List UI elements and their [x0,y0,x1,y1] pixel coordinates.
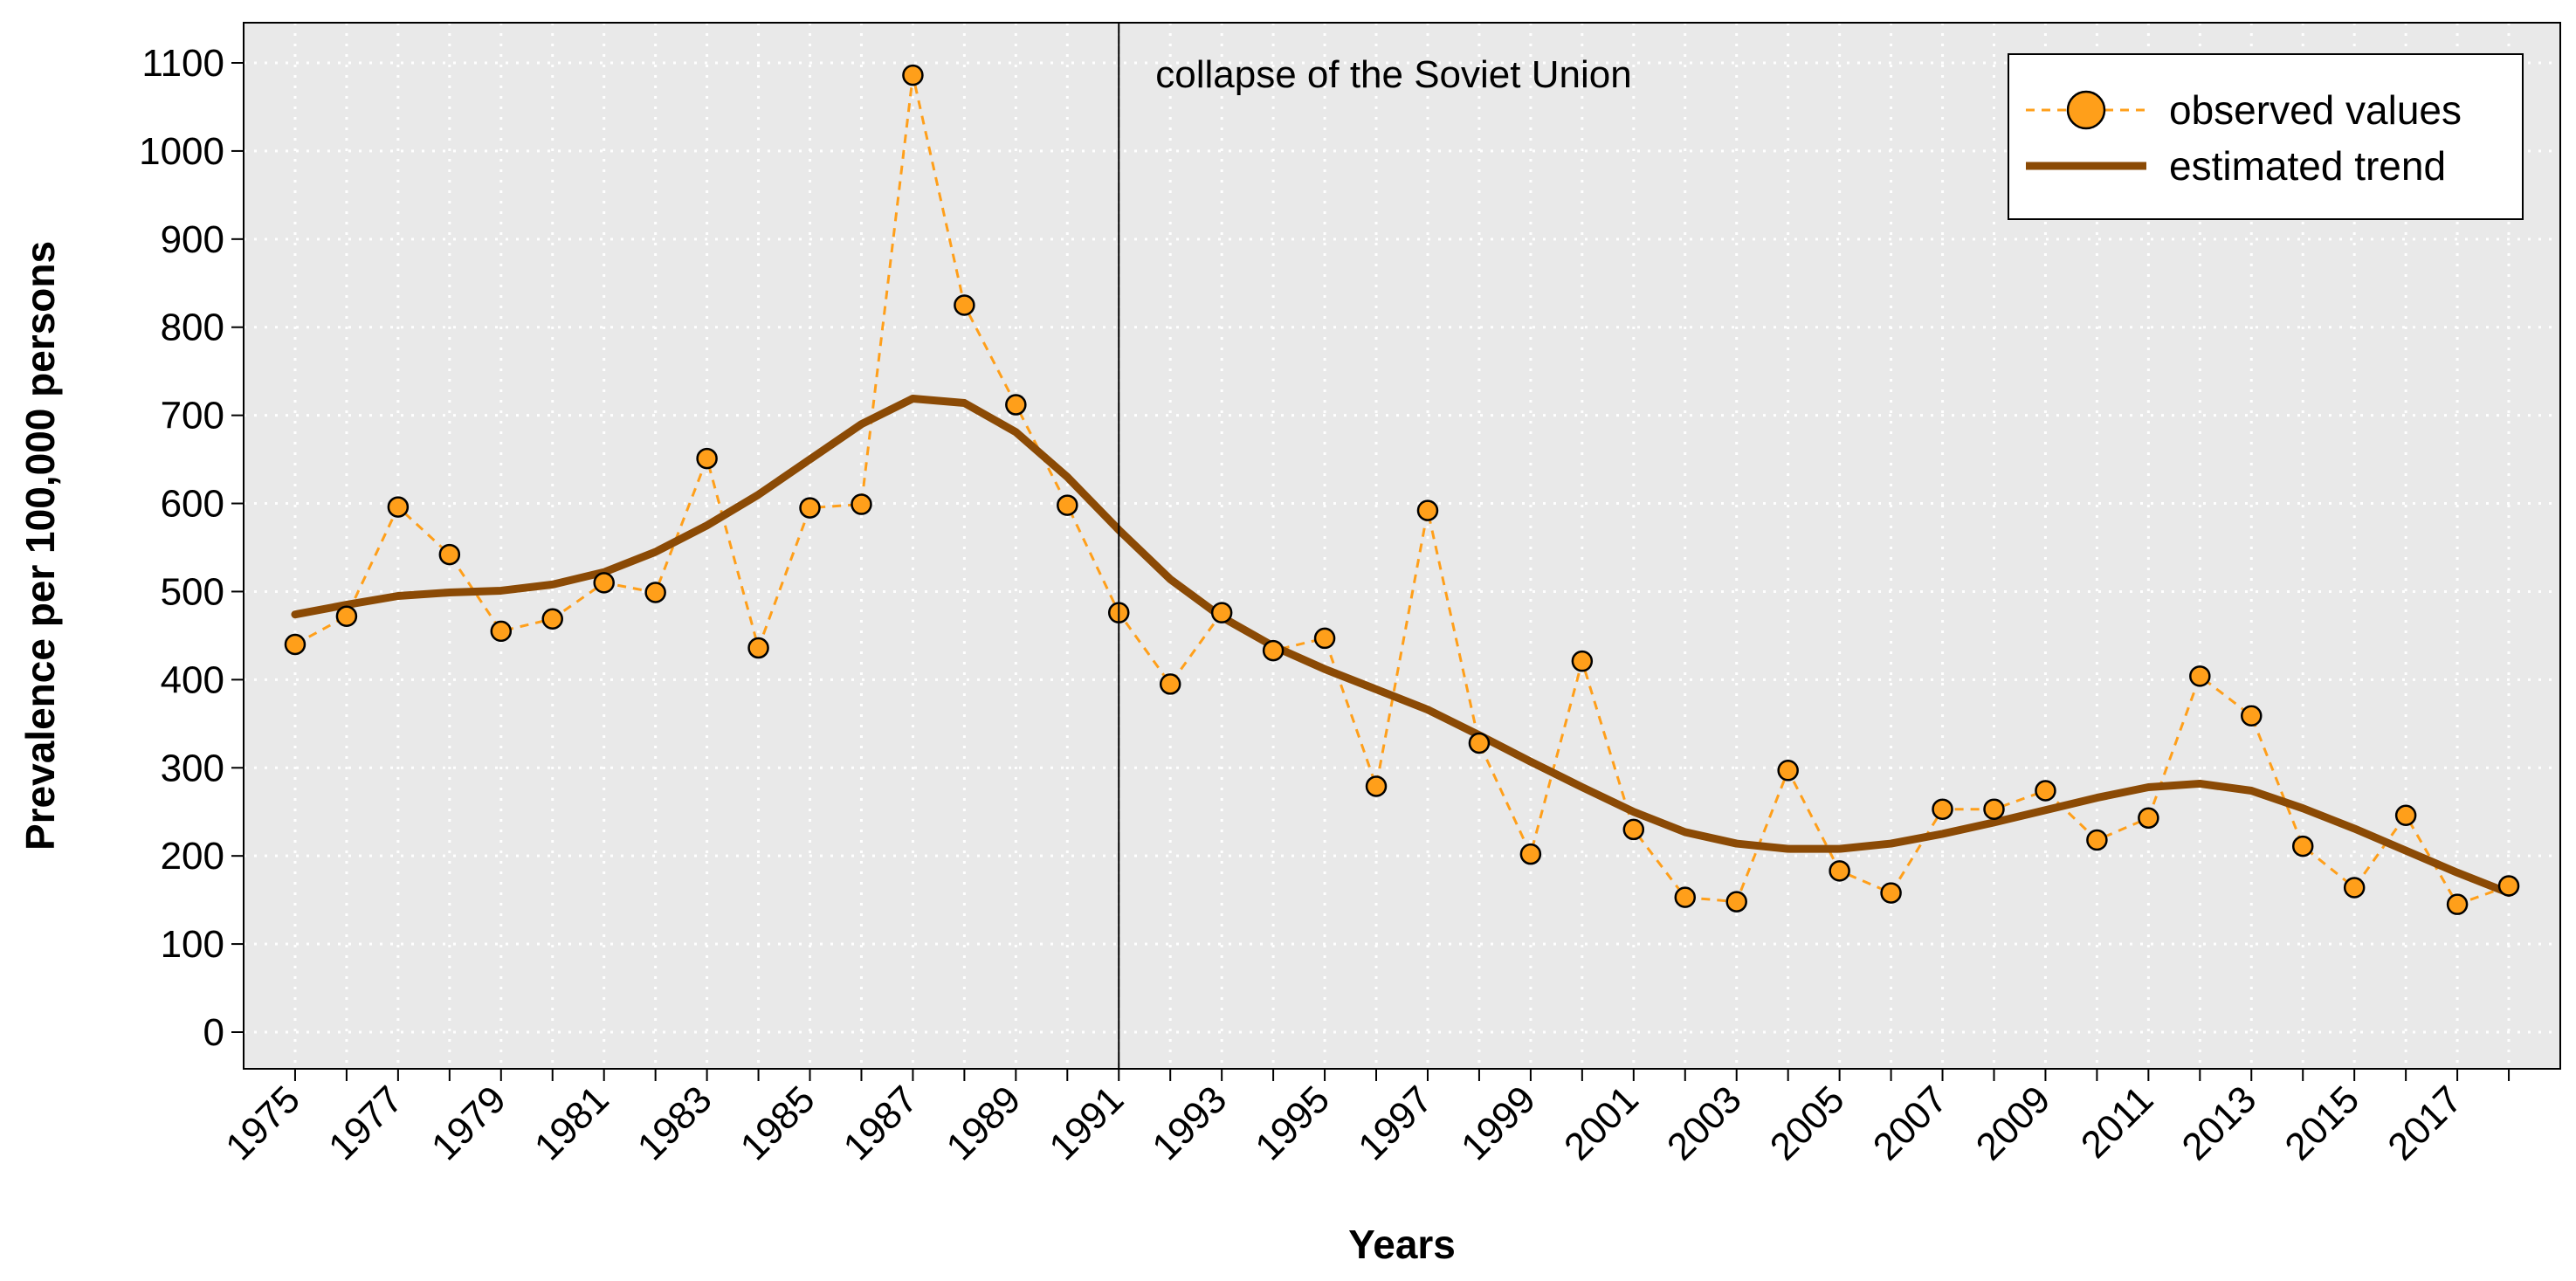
observed-point [1983,798,2005,820]
observed-point [541,608,563,630]
observed-point [1159,673,1181,695]
annotation-label: collapse of the Soviet Union [1155,53,1631,96]
observed-point [1674,886,1697,908]
observed-point [387,496,410,518]
observed-point [2394,804,2417,827]
observed-point [799,497,821,519]
observed-point [1416,499,1439,521]
observed-point [1005,394,1027,416]
observed-point [335,605,358,627]
y-axis: 0 100 200 300 400 500 600 700 800 900 1000 1100 [139,42,244,1054]
observed-point [593,572,615,594]
observed-point [1777,760,1799,782]
observed-point [438,543,461,566]
observed-point [851,493,872,515]
observed-point [1210,602,1233,623]
observed-point [1519,843,1542,865]
observed-point [2086,829,2108,851]
legend-label-trend: estimated trend [2169,143,2446,189]
observed-point [1262,639,1285,662]
observed-point [1622,818,1645,841]
observed-point [2446,893,2469,915]
y-tick-label: 1000 [139,130,224,173]
observed-point [2497,875,2520,897]
series-layer [284,64,2520,915]
y-tick-label: 900 [161,218,224,261]
estimated-trend-line [291,394,2513,898]
observed-point [902,64,924,86]
y-tick-label: 800 [161,306,224,349]
observed-point [490,620,513,643]
observed-point [1932,798,1953,820]
observed-point [2189,665,2211,687]
observed-point [954,294,975,316]
y-tick-label: 200 [161,835,224,878]
y-axis-title: Prevalence per 100,000 persons [17,241,63,851]
observed-point [2343,877,2366,899]
observed-point [644,582,666,603]
observed-point [2241,705,2263,727]
observed-point [1468,732,1491,754]
y-tick-label: 500 [161,570,224,613]
legend-observed-swatch-point [2066,90,2106,130]
y-tick-label: 0 [203,1011,224,1054]
y-tick-label: 400 [161,658,224,701]
x-axis-title: Years [1348,1222,1456,1267]
observed-point [1829,860,1850,882]
axis-titles: Years Prevalence per 100,000 persons [17,241,1456,1267]
plot-border [243,22,2561,1070]
y-tick-label: 700 [161,395,224,437]
observed-point [1725,891,1747,913]
observed-point [747,637,769,659]
annotation-layer: collapse of the Soviet Union [1118,23,1632,1069]
legend-label-observed: observed values [2169,87,2462,133]
y-tick-label: 1100 [141,42,224,85]
observed-point [2035,780,2056,802]
legend-box [2008,53,2524,220]
y-tick-label: 600 [161,483,224,526]
observed-point [1365,775,1388,797]
observed-point [696,447,718,470]
legend: observed values estimated trend [2008,53,2524,220]
observed-point [1880,882,1902,904]
observed-point [284,633,307,656]
y-tick-label: 100 [161,923,224,966]
observed-point [2291,835,2314,857]
observed-point [1057,494,1078,516]
observed-point [1571,650,1594,672]
observed-point [1313,627,1336,650]
observed-point [2138,807,2159,830]
y-tick-label: 300 [161,747,224,789]
